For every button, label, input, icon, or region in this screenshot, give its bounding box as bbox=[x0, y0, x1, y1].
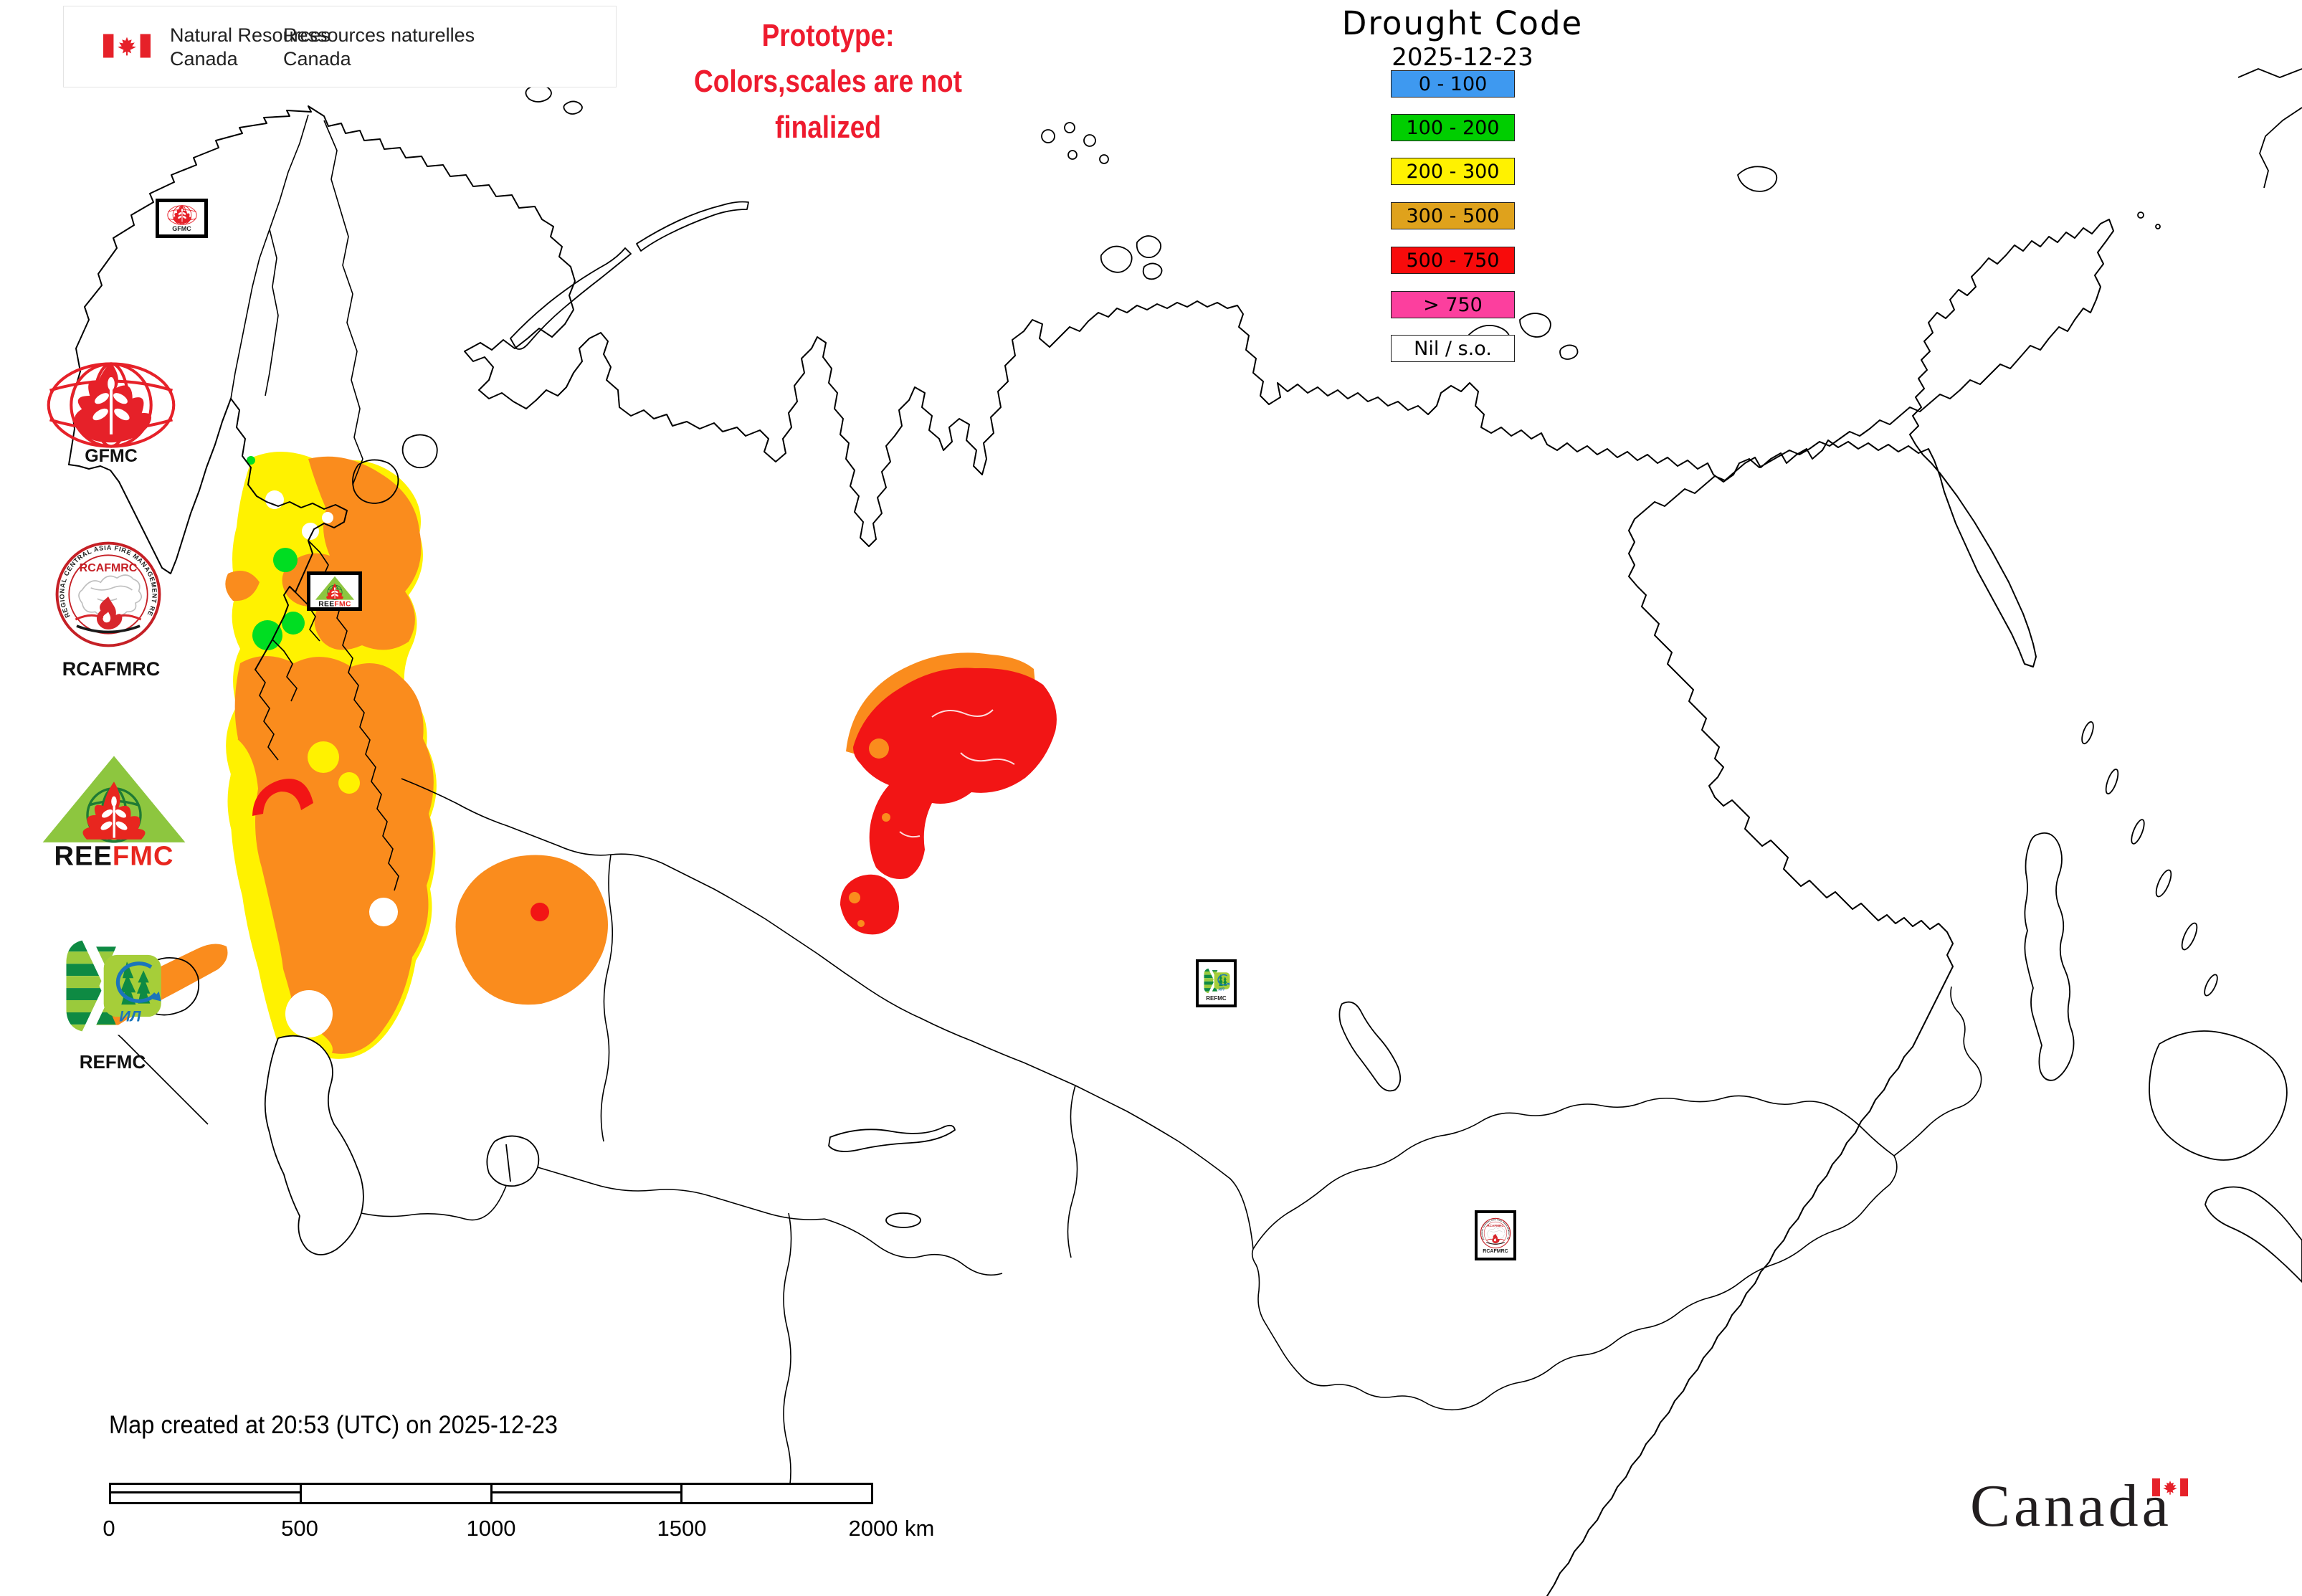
gfmc-label: GFMC bbox=[85, 446, 138, 466]
siberia-orange-dot bbox=[882, 813, 890, 822]
legend-label: 200 - 300 bbox=[1406, 160, 1500, 183]
refmc-label: REFMC bbox=[79, 1051, 146, 1073]
canada-wordmark-text: Canada bbox=[1970, 1473, 2172, 1539]
scale-seg-4 bbox=[680, 1483, 873, 1504]
rcafmrc-label: RCAFMRC bbox=[62, 658, 161, 680]
scale-tick-2000: 2000 bbox=[848, 1516, 898, 1541]
legend-label: > 750 bbox=[1423, 293, 1483, 316]
siberia-south-orange-dot2 bbox=[857, 920, 865, 927]
scale-tick-1000: 1000 bbox=[466, 1516, 516, 1541]
refmc-marker-icon bbox=[1202, 966, 1232, 996]
nrcan-text-fr: Ressources naturelles Canada bbox=[283, 24, 475, 71]
scale-unit: km bbox=[905, 1516, 935, 1541]
scale-seg-2 bbox=[299, 1483, 493, 1504]
islands-and-lakes bbox=[133, 68, 2302, 1283]
prototype-warning: Prototype: Colors,scales are not finaliz… bbox=[660, 13, 997, 151]
siberia-orange-spot bbox=[869, 738, 889, 759]
reefmc-marker-icon bbox=[313, 575, 357, 607]
marker-refmc: REFMC bbox=[1196, 959, 1237, 1007]
legend-item-nil: Nil / s.o. bbox=[1391, 335, 1515, 362]
marker-rcafmrc-label: RCAFMRC bbox=[1483, 1248, 1508, 1254]
region-west-red bbox=[252, 779, 549, 921]
legend-item-300-500: 300 - 500 bbox=[1391, 202, 1515, 229]
marker-reefmc bbox=[307, 571, 362, 611]
legend-item-500-750: 500 - 750 bbox=[1391, 247, 1515, 274]
siberia-red-main bbox=[853, 668, 1057, 879]
nrcan-signature: Natural Resources Canada Ressources natu… bbox=[63, 6, 617, 87]
scale-tick-500: 500 bbox=[281, 1516, 318, 1541]
prototype-line2: Colors,scales are not finalized bbox=[694, 64, 962, 145]
nrcan-en-line2: Canada bbox=[170, 48, 238, 70]
region-west-orange bbox=[92, 456, 608, 1055]
siberia-river-speckles bbox=[899, 709, 1015, 838]
rcafmrc-marker-icon bbox=[1480, 1217, 1511, 1249]
marker-refmc-label: REFMC bbox=[1206, 994, 1227, 1002]
legend-item-100-200: 100 - 200 bbox=[1391, 114, 1515, 141]
reefmc-logo bbox=[41, 754, 187, 870]
siberia-south-orange-dot bbox=[849, 892, 860, 903]
region-nil-holes bbox=[265, 490, 398, 1037]
drought-regions bbox=[92, 452, 1057, 1061]
canada-wordmark: Canada bbox=[1970, 1471, 2172, 1541]
legend-label: 300 - 500 bbox=[1406, 204, 1500, 227]
legend-label: Nil / s.o. bbox=[1414, 337, 1492, 360]
nrcan-fr-line1: Ressources naturelles bbox=[283, 24, 475, 46]
legend-date: 2025-12-23 bbox=[1392, 43, 1533, 72]
scale-tick-0: 0 bbox=[103, 1516, 115, 1541]
rcafmrc-logo bbox=[54, 540, 161, 647]
nrcan-en-line1: Natural Resources bbox=[170, 24, 330, 46]
legend-label: 0 - 100 bbox=[1418, 72, 1488, 95]
gfmc-marker-icon bbox=[163, 204, 201, 226]
canada-wordmark-flag-icon bbox=[2152, 1478, 2188, 1496]
legend-label: 100 - 200 bbox=[1406, 116, 1500, 139]
marker-gfmc-label: GFMC bbox=[172, 225, 191, 232]
country-borders bbox=[107, 114, 1982, 1501]
scale-seg-1 bbox=[109, 1483, 302, 1504]
legend-title: Drought Code bbox=[1341, 4, 1584, 42]
siberia-red-south bbox=[840, 874, 899, 935]
nrcan-text-en: Natural Resources Canada bbox=[170, 24, 330, 71]
gfmc-logo bbox=[49, 363, 174, 447]
legend-item-gt-750: > 750 bbox=[1391, 291, 1515, 318]
scale-bar bbox=[109, 1483, 873, 1504]
marker-gfmc: GFMC bbox=[156, 199, 208, 238]
legend-label: 500 - 750 bbox=[1406, 249, 1500, 272]
coastlines bbox=[68, 105, 2114, 1596]
legend-item-0-100: 0 - 100 bbox=[1391, 70, 1515, 98]
nrcan-fr-line2: Canada bbox=[283, 48, 351, 70]
prototype-line1: Prototype: bbox=[761, 18, 895, 53]
map-created-text: Map created at 20:53 (UTC) on 2025-12-23 bbox=[109, 1411, 558, 1439]
legend-item-200-300: 200 - 300 bbox=[1391, 158, 1515, 185]
marker-rcafmrc: RCAFMRC bbox=[1475, 1210, 1516, 1260]
region-siberia bbox=[840, 652, 1057, 935]
scale-seg-3 bbox=[490, 1483, 683, 1504]
scale-tick-1500: 1500 bbox=[657, 1516, 707, 1541]
nrcan-flag-icon bbox=[103, 32, 151, 60]
